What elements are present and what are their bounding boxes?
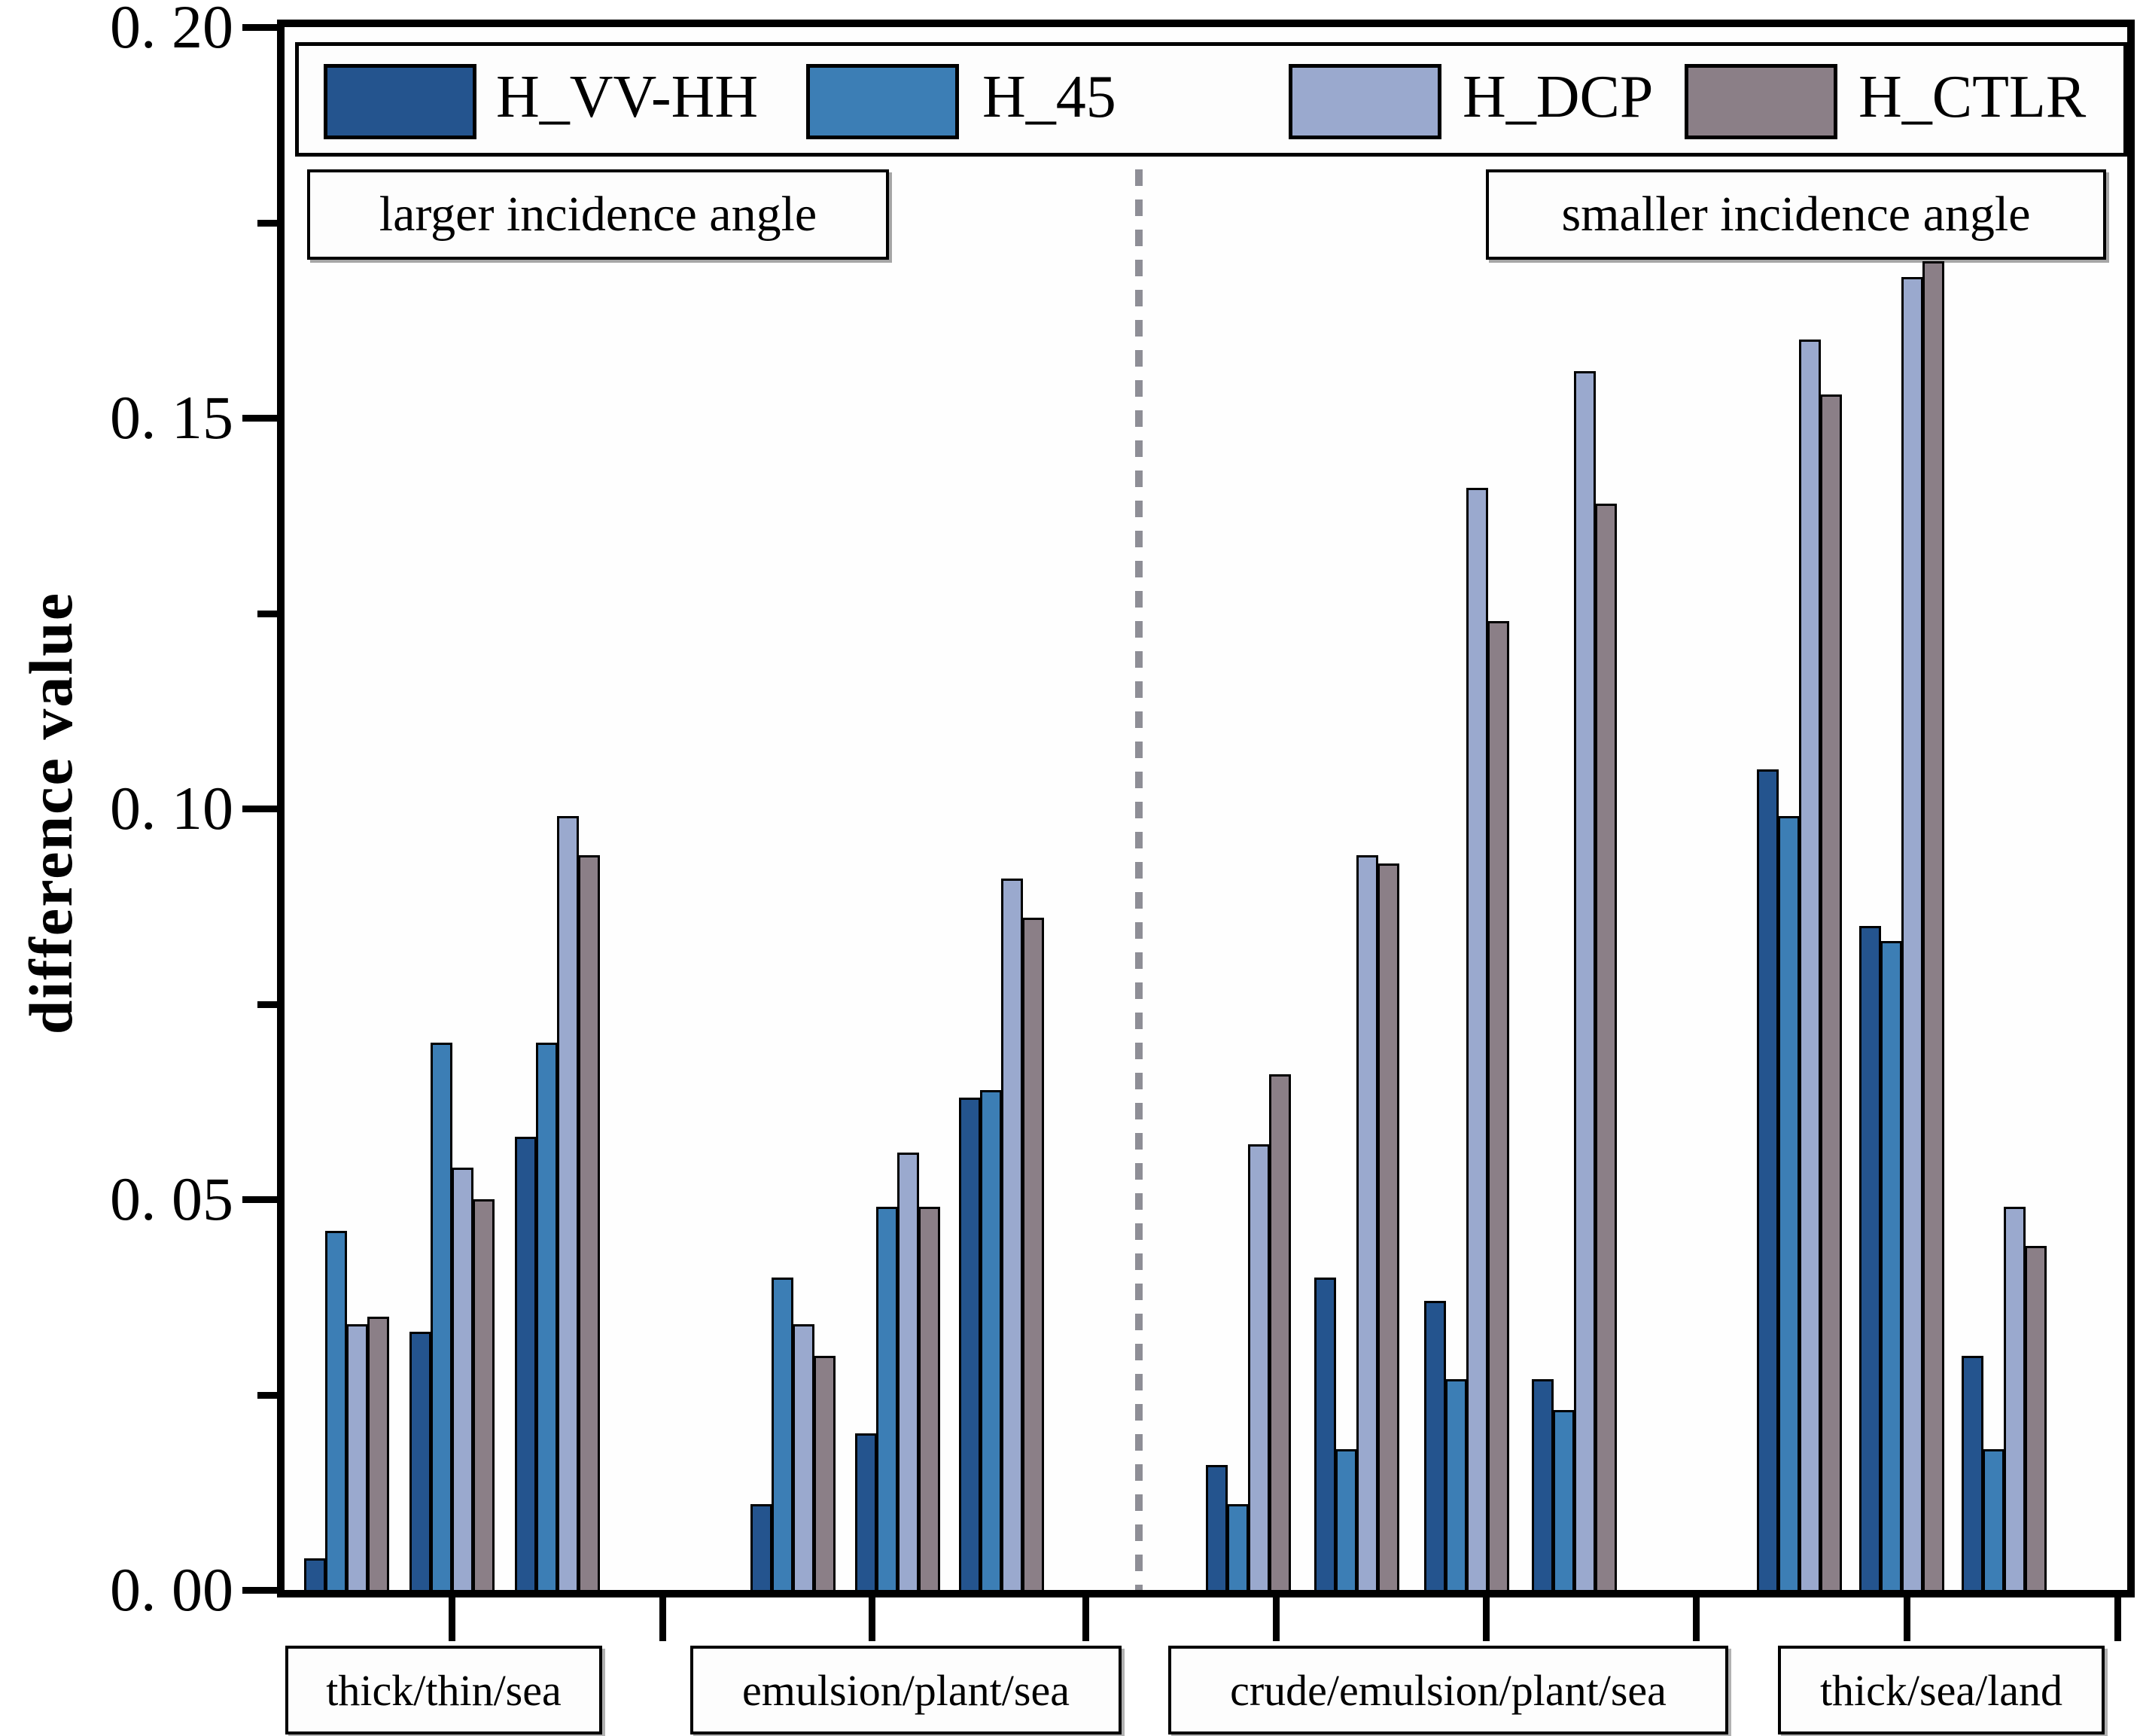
legend-swatch-H_VV-HH	[324, 64, 476, 139]
category-label-box: thick/sea/land	[1778, 1646, 2105, 1734]
y-axis-minor-tick	[257, 610, 280, 617]
y-axis-major-tick	[242, 1587, 280, 1594]
x-axis-tick	[1904, 1597, 1910, 1641]
bar-H_VV-HH	[515, 1137, 537, 1590]
bar-H_DCP	[897, 1153, 919, 1590]
category-label: thick/thin/sea	[326, 1665, 562, 1715]
x-axis-tick	[869, 1597, 875, 1641]
legend: H_VV-HH H_45 H_DCP H_CTLR	[295, 42, 2127, 157]
y-axis-tick-label: 0. 10	[110, 774, 233, 842]
y-axis-tick-label: 0. 20	[110, 0, 233, 61]
y-axis-minor-tick	[257, 219, 280, 227]
bar-H_DCP	[1001, 879, 1023, 1590]
bar-H_CTLR	[1820, 394, 1842, 1590]
bar-H_CTLR	[2025, 1246, 2047, 1590]
legend-label-H_DCP: H_DCP	[1463, 63, 1654, 130]
legend-swatch-H_DCP	[1289, 64, 1441, 139]
bar-H_45	[1983, 1449, 2005, 1590]
y-axis-major-tick	[242, 1196, 280, 1203]
legend-swatch-H_CTLR	[1685, 64, 1837, 139]
bar-H_45	[1778, 816, 1800, 1590]
y-axis-major-tick	[242, 806, 280, 812]
bar-H_VV-HH	[959, 1098, 981, 1590]
x-axis-tick	[1483, 1597, 1490, 1641]
bar-H_VV-HH	[1206, 1465, 1228, 1590]
y-axis-major-tick	[242, 415, 280, 422]
bar-H_VV-HH	[855, 1433, 877, 1590]
y-axis-minor-tick	[257, 1000, 280, 1008]
dashed-divider-line	[1135, 169, 1143, 1590]
category-label-box: emulsion/plant/sea	[690, 1646, 1122, 1734]
annotation-text: smaller incidence angle	[1561, 187, 2031, 242]
bar-H_45	[1553, 1410, 1575, 1590]
bar-H_CTLR	[578, 855, 600, 1590]
x-axis-tick	[1082, 1597, 1089, 1641]
bar-H_VV-HH	[1532, 1379, 1554, 1590]
annotation-larger-incidence-angle: larger incidence angle	[307, 169, 889, 260]
bar-H_VV-HH	[750, 1504, 772, 1590]
legend-label-H_VV-HH: H_VV-HH	[496, 63, 759, 130]
y-axis-tick-label: 0. 15	[110, 383, 233, 452]
bar-H_DCP	[346, 1324, 368, 1590]
bar-H_VV-HH	[1424, 1301, 1446, 1590]
category-label: emulsion/plant/sea	[742, 1665, 1070, 1715]
bar-H_CTLR	[1487, 621, 1509, 1590]
bar-H_CTLR	[1022, 918, 1044, 1590]
category-label: crude/emulsion/plant/sea	[1230, 1665, 1667, 1715]
x-axis-tick	[2114, 1597, 2121, 1641]
bar-H_DCP	[1248, 1144, 1270, 1590]
bar-H_DCP	[2004, 1207, 2026, 1590]
bar-H_CTLR	[1377, 863, 1399, 1590]
bar-H_DCP	[793, 1324, 814, 1590]
legend-label-H_CTLR: H_CTLR	[1858, 63, 2087, 130]
bar-H_VV-HH	[1859, 926, 1881, 1590]
category-label: thick/sea/land	[1819, 1665, 2063, 1715]
y-axis-tick-label: 0. 00	[110, 1555, 233, 1624]
bar-H_45	[431, 1043, 452, 1590]
category-label-box: thick/thin/sea	[285, 1646, 602, 1734]
x-axis-tick	[1273, 1597, 1280, 1641]
bar-H_45	[772, 1278, 793, 1590]
bar-H_CTLR	[473, 1199, 495, 1590]
legend-swatch-H_45	[806, 64, 959, 139]
x-axis-tick	[449, 1597, 455, 1641]
bar-H_VV-HH	[409, 1332, 431, 1590]
legend-label-H_45: H_45	[982, 63, 1116, 130]
annotation-text: larger incidence angle	[379, 187, 817, 242]
bar-H_CTLR	[814, 1356, 836, 1590]
bar-H_45	[876, 1207, 898, 1590]
bar-H_VV-HH	[1314, 1278, 1336, 1590]
bar-H_DCP	[1901, 277, 1923, 1590]
annotation-smaller-incidence-angle: smaller incidence angle	[1486, 169, 2106, 260]
bar-H_45	[536, 1043, 558, 1590]
bar-H_DCP	[1574, 371, 1596, 1590]
bar-H_45	[1335, 1449, 1357, 1590]
category-label-box: crude/emulsion/plant/sea	[1168, 1646, 1728, 1734]
bar-H_45	[980, 1090, 1002, 1590]
bar-H_VV-HH	[1757, 769, 1779, 1590]
bar-H_VV-HH	[304, 1558, 326, 1590]
bar-H_DCP	[1466, 488, 1488, 1590]
y-axis-major-tick	[242, 24, 280, 31]
bar-H_CTLR	[918, 1207, 940, 1590]
bar-H_DCP	[452, 1168, 473, 1590]
x-axis-tick	[1693, 1597, 1700, 1641]
bar-H_CTLR	[1269, 1074, 1291, 1590]
plot-area: H_VV-HH H_45 H_DCP H_CTLR larger incidence …	[277, 20, 2135, 1597]
bar-H_DCP	[1356, 855, 1378, 1590]
y-axis-minor-tick	[257, 1391, 280, 1399]
bar-H_DCP	[557, 816, 579, 1590]
y-axis-tick-label: 0. 05	[110, 1165, 233, 1233]
bar-H_45	[1445, 1379, 1467, 1590]
x-axis-tick	[659, 1597, 666, 1641]
bar-H_VV-HH	[1962, 1356, 1983, 1590]
bar-H_CTLR	[367, 1317, 389, 1590]
bar-H_45	[1880, 941, 1902, 1590]
bar-H_CTLR	[1595, 504, 1617, 1590]
bar-H_CTLR	[1922, 261, 1944, 1590]
bar-H_DCP	[1799, 340, 1821, 1590]
bar-H_45	[1227, 1504, 1249, 1590]
bar-H_45	[325, 1231, 347, 1590]
